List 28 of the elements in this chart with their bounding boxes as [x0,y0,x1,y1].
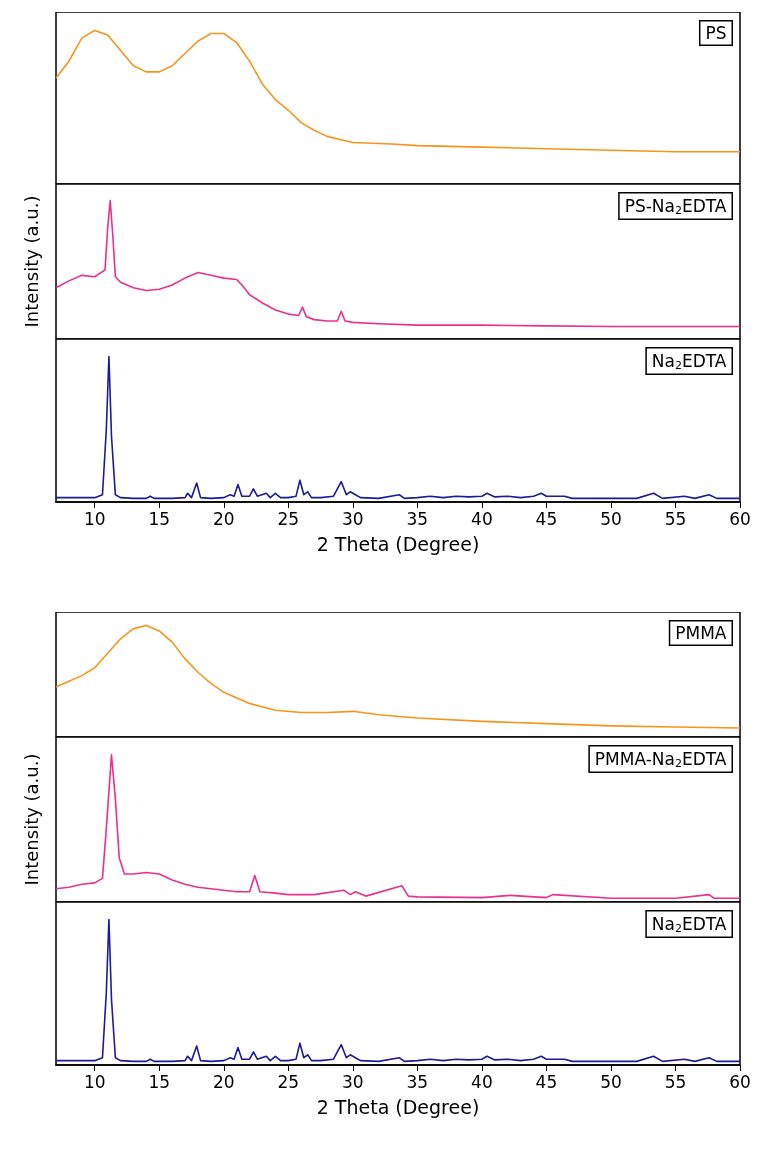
y-axis-title: Intensity (a.u.) [20,753,42,886]
text: PS [705,23,727,43]
x-tick-label: 55 [664,508,687,529]
x-tick-label: 25 [277,1071,300,1092]
x-tick-label: 20 [212,1071,235,1092]
x-tick-label: 60 [729,508,751,529]
x-tick-label: 35 [406,508,429,529]
x-tick-label: 40 [471,508,493,529]
text: PMMA [675,623,727,643]
x-tick-label: 35 [406,1071,429,1092]
x-tick-label: 30 [342,1071,364,1092]
x-tick-label: 55 [664,1071,687,1092]
x-tick-label: 15 [148,508,171,529]
x-tick-label: 30 [342,508,364,529]
x-tick-label: 15 [148,1071,171,1092]
x-tick-label: 20 [212,508,235,529]
y-axis-title: Intensity (a.u.) [20,195,42,328]
x-tick-label: 60 [729,1071,751,1092]
x-tick-label: 10 [83,508,106,529]
x-tick-label: 50 [600,1071,622,1092]
x-tick-label: 25 [277,508,300,529]
x-axis-title: 2 Theta (Degree) [316,532,480,555]
x-tick-label: 40 [471,1071,493,1092]
x-tick-label: 50 [600,508,622,529]
x-axis-title: 2 Theta (Degree) [316,1095,480,1118]
x-tick-label: 45 [535,508,558,529]
x-tick-label: 10 [83,1071,106,1092]
x-tick-label: 45 [535,1071,558,1092]
